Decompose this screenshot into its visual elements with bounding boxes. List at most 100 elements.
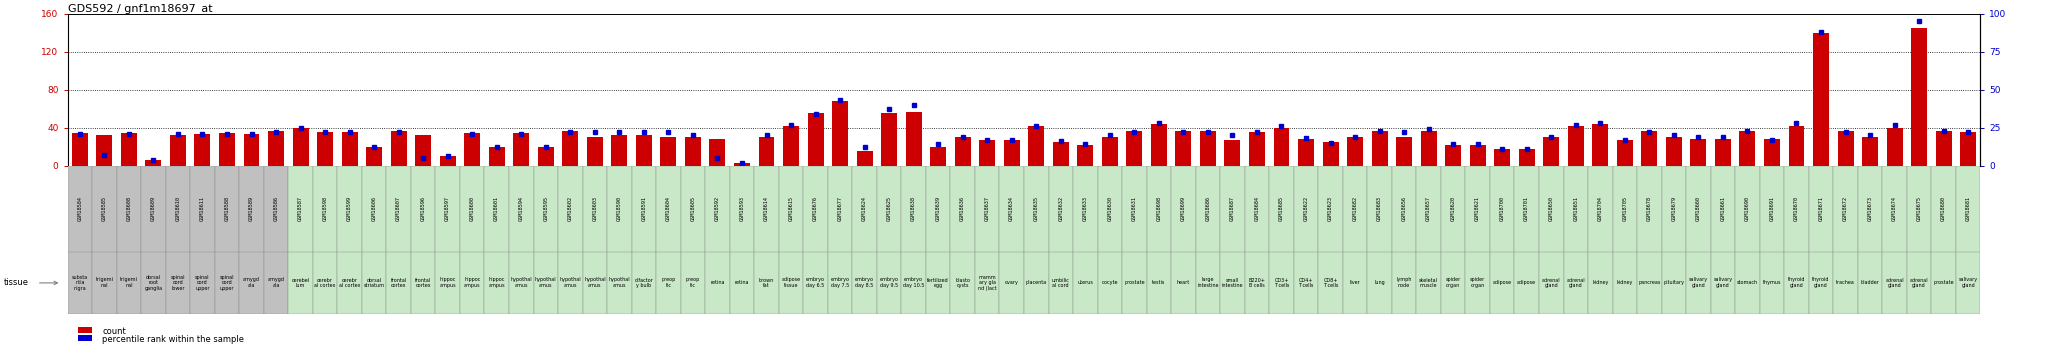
- Text: retina: retina: [735, 280, 750, 285]
- Text: GSM18620: GSM18620: [1450, 196, 1456, 221]
- Text: GSM18698: GSM18698: [1157, 196, 1161, 221]
- Bar: [215, 166, 240, 252]
- Text: preop
tic: preop tic: [662, 277, 676, 288]
- Text: blasto
cysts: blasto cysts: [954, 277, 971, 288]
- Text: GSM18690: GSM18690: [1745, 196, 1749, 221]
- Text: frontal
cortex: frontal cortex: [391, 277, 408, 288]
- Bar: [1544, 137, 1559, 166]
- Text: hippoc
ampus: hippoc ampus: [465, 277, 481, 288]
- Bar: [68, 252, 92, 314]
- Bar: [465, 133, 479, 166]
- Bar: [1784, 166, 1808, 252]
- Bar: [1397, 137, 1411, 166]
- Text: cerebr
al cortex: cerebr al cortex: [338, 277, 360, 288]
- Text: spider
organ: spider organ: [1446, 277, 1460, 288]
- Bar: [705, 166, 729, 252]
- Text: GSM18681: GSM18681: [1966, 196, 1970, 221]
- Bar: [709, 139, 725, 166]
- Bar: [1196, 166, 1221, 252]
- Text: pituitary: pituitary: [1663, 280, 1683, 285]
- Text: GSM18588: GSM18588: [225, 196, 229, 221]
- Bar: [1665, 137, 1681, 166]
- Text: umbilic
al cord: umbilic al cord: [1053, 277, 1069, 288]
- Bar: [1343, 252, 1368, 314]
- Bar: [1147, 252, 1171, 314]
- Text: GSM18683: GSM18683: [1376, 196, 1382, 221]
- Bar: [930, 147, 946, 166]
- Bar: [387, 166, 412, 252]
- Bar: [631, 166, 655, 252]
- Text: liver: liver: [1350, 280, 1360, 285]
- Text: GSM18651: GSM18651: [1573, 196, 1579, 221]
- Bar: [950, 166, 975, 252]
- Bar: [1759, 166, 1784, 252]
- Bar: [117, 166, 141, 252]
- Bar: [1858, 166, 1882, 252]
- Text: GSM18630: GSM18630: [1108, 196, 1112, 221]
- Text: GSM18634: GSM18634: [1010, 196, 1014, 221]
- Bar: [1661, 252, 1686, 314]
- Bar: [166, 252, 190, 314]
- Bar: [1171, 166, 1196, 252]
- Bar: [1466, 252, 1491, 314]
- Bar: [1612, 252, 1636, 314]
- Bar: [1024, 166, 1049, 252]
- Bar: [1126, 131, 1143, 166]
- Bar: [1640, 131, 1657, 166]
- Text: GSM18650: GSM18650: [1548, 196, 1554, 221]
- Text: frontal
cortex: frontal cortex: [416, 277, 432, 288]
- Text: hippoc
ampus: hippoc ampus: [487, 277, 506, 288]
- Bar: [1636, 166, 1661, 252]
- Text: adrenal
gland: adrenal gland: [1542, 277, 1561, 288]
- Text: olfactor
y bulb: olfactor y bulb: [635, 277, 653, 288]
- Bar: [1710, 252, 1735, 314]
- Text: GSM18673: GSM18673: [1868, 196, 1872, 221]
- Bar: [1270, 166, 1294, 252]
- Bar: [1686, 166, 1710, 252]
- Text: GSM18587: GSM18587: [299, 196, 303, 221]
- Bar: [342, 132, 358, 166]
- Bar: [1249, 132, 1266, 166]
- Text: B220+
B cells: B220+ B cells: [1249, 277, 1266, 288]
- Bar: [145, 160, 162, 166]
- Text: preop
tic: preop tic: [686, 277, 700, 288]
- Bar: [1151, 124, 1167, 166]
- Bar: [975, 252, 999, 314]
- Bar: [96, 135, 113, 166]
- Bar: [1837, 131, 1853, 166]
- Bar: [1245, 166, 1270, 252]
- Text: GSM18592: GSM18592: [715, 196, 721, 221]
- Bar: [1446, 145, 1460, 166]
- Bar: [412, 166, 436, 252]
- Bar: [1956, 252, 1980, 314]
- Text: salivary
gland: salivary gland: [1714, 277, 1733, 288]
- Bar: [362, 166, 387, 252]
- Text: GSM18677: GSM18677: [838, 196, 842, 221]
- Bar: [606, 252, 631, 314]
- Text: GSM18600: GSM18600: [469, 196, 475, 221]
- Bar: [72, 133, 88, 166]
- Bar: [539, 147, 553, 166]
- Text: CD4+
T cells: CD4+ T cells: [1298, 277, 1313, 288]
- Text: trachea: trachea: [1837, 280, 1855, 285]
- Bar: [1049, 166, 1073, 252]
- Bar: [92, 166, 117, 252]
- Bar: [264, 166, 289, 252]
- Text: hippoc
ampus: hippoc ampus: [440, 277, 457, 288]
- Bar: [778, 166, 803, 252]
- Bar: [1319, 252, 1343, 314]
- Bar: [1417, 252, 1442, 314]
- Bar: [827, 252, 852, 314]
- Bar: [362, 252, 387, 314]
- Bar: [117, 252, 141, 314]
- Text: GSM18589: GSM18589: [250, 196, 254, 221]
- Text: GSM18595: GSM18595: [543, 196, 549, 221]
- Text: GSM18671: GSM18671: [1819, 196, 1823, 221]
- Bar: [1028, 126, 1044, 166]
- Bar: [1563, 166, 1587, 252]
- Bar: [412, 252, 436, 314]
- Bar: [881, 114, 897, 166]
- Text: embryo
day 8.5: embryo day 8.5: [856, 277, 874, 288]
- Text: large
intestine: large intestine: [1198, 277, 1219, 288]
- Bar: [1808, 166, 1833, 252]
